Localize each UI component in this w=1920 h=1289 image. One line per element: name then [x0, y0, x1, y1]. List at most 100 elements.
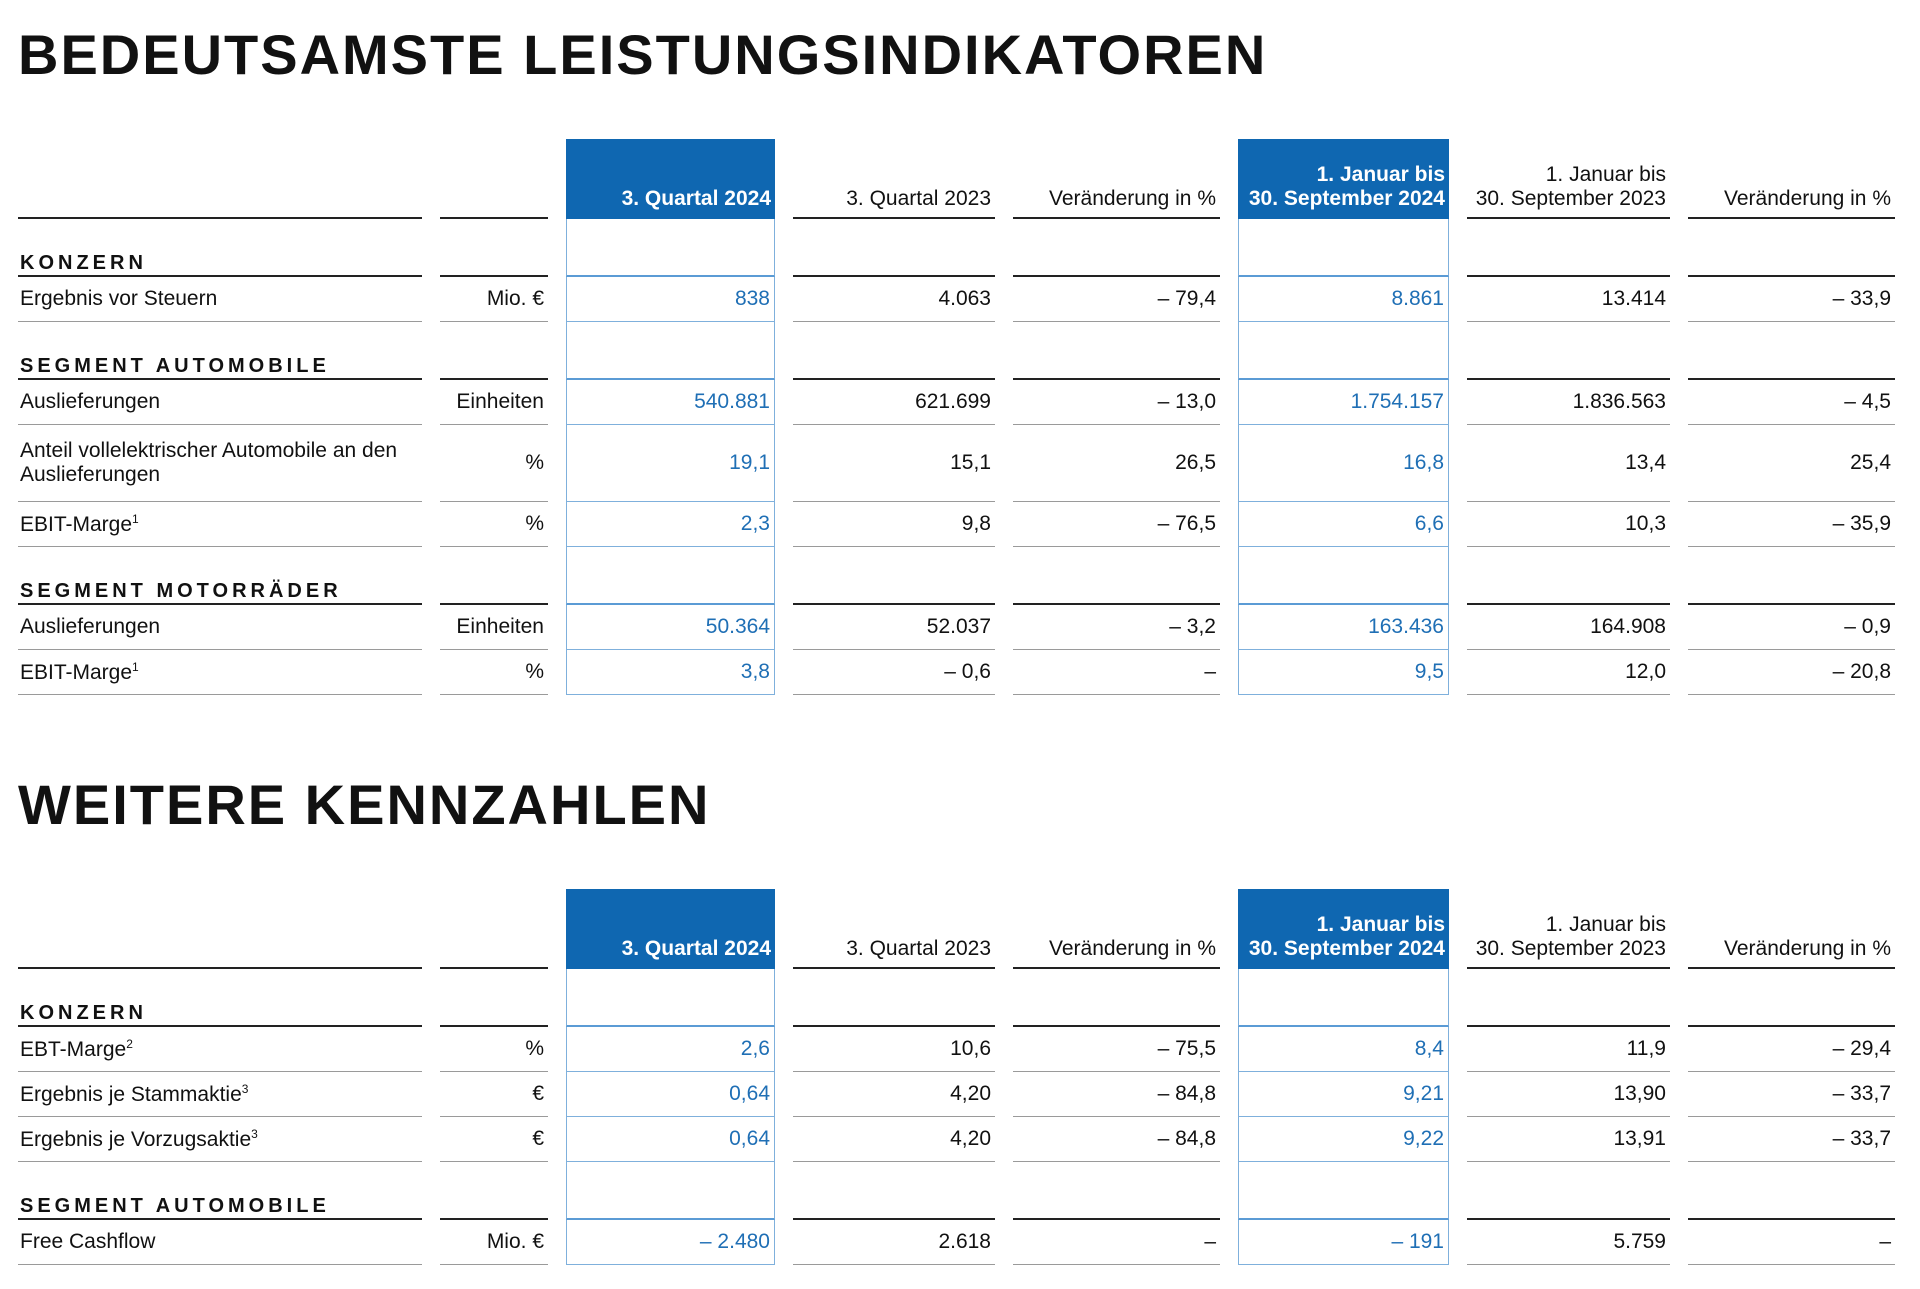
value: – 0,9: [1688, 605, 1895, 650]
cell: [1467, 1162, 1670, 1220]
value: 25,4: [1688, 425, 1895, 502]
group-header: SEGMENT MOTORRÄDER: [18, 547, 422, 605]
cell: [1013, 322, 1220, 380]
value: 9,5: [1238, 650, 1449, 695]
value: 52.037: [793, 605, 995, 650]
value: 0,64: [566, 1117, 775, 1162]
column-header: 3. Quartal 2024: [566, 139, 775, 219]
value: – 4,5: [1688, 380, 1895, 425]
value: – 13,0: [1013, 380, 1220, 425]
row-label: EBIT-Marge1: [18, 650, 422, 695]
cell: [566, 969, 775, 1027]
row-label: Free Cashflow: [18, 1220, 422, 1265]
column-header: 1. Januar bis 30. September 2023: [1467, 889, 1670, 969]
column-header: 1. Januar bis 30. September 2024: [1238, 139, 1449, 219]
unit: %: [440, 1027, 548, 1072]
cell: [440, 1162, 548, 1220]
label-line: Ergebnis vor Steuern: [20, 287, 218, 310]
value: 9,22: [1238, 1117, 1449, 1162]
value: 26,5: [1013, 425, 1220, 502]
cell: [1013, 969, 1220, 1027]
footnote: 3: [241, 1081, 249, 1096]
value: – 84,8: [1013, 1117, 1220, 1162]
value: 6,6: [1238, 502, 1449, 547]
value: 15,1: [793, 425, 995, 502]
value: 0,64: [566, 1072, 775, 1117]
group-title: KONZERN: [20, 1002, 147, 1024]
cell: [566, 219, 775, 277]
value: – 191: [1238, 1220, 1449, 1265]
cell: [566, 547, 775, 605]
cell: [1238, 969, 1449, 1027]
value: –: [1688, 1220, 1895, 1265]
cell: [1013, 219, 1220, 277]
column-header: 3. Quartal 2024: [566, 889, 775, 969]
label-line: Ergebnis je Vorzugsaktie3: [20, 1126, 258, 1151]
cell: [1467, 547, 1670, 605]
unit: %: [440, 502, 548, 547]
value: 12,0: [1467, 650, 1670, 695]
footnote: 1: [132, 511, 139, 526]
value: – 29,4: [1688, 1027, 1895, 1072]
value: 2.618: [793, 1220, 995, 1265]
value: – 33,7: [1688, 1117, 1895, 1162]
label-line: EBIT-Marge1: [20, 659, 139, 684]
unit: Mio. €: [440, 1220, 548, 1265]
column-header: 1. Januar bis 30. September 2024: [1238, 889, 1449, 969]
value: –: [1013, 1220, 1220, 1265]
table: 3. Quartal 2024 3. Quartal 2023 Veränderun…: [18, 889, 1895, 1265]
cell: [566, 1162, 775, 1220]
value: 1.836.563: [1467, 380, 1670, 425]
row-label: Anteil vollelektrischer Automobile an de…: [18, 425, 422, 502]
header-line: 3. Quartal 2023: [846, 937, 991, 960]
header-line: 3. Quartal 2023: [846, 187, 991, 210]
value: 11,9: [1467, 1027, 1670, 1072]
group-header: KONZERN: [18, 219, 422, 277]
column-header: Veränderung in %: [1688, 139, 1895, 219]
value: – 35,9: [1688, 502, 1895, 547]
unit: Einheiten: [440, 380, 548, 425]
header-cell: [440, 139, 548, 219]
column-header: Veränderung in %: [1688, 889, 1895, 969]
header-cell: [440, 889, 548, 969]
cell: [566, 322, 775, 380]
value: – 76,5: [1013, 502, 1220, 547]
footnote: 2: [126, 1036, 133, 1051]
header-line: Veränderung in %: [1049, 937, 1216, 960]
group-title: SEGMENT MOTORRÄDER: [20, 580, 342, 602]
value: – 33,7: [1688, 1072, 1895, 1117]
cell: [1238, 547, 1449, 605]
cell: [1013, 1162, 1220, 1220]
group-title: SEGMENT AUTOMOBILE: [20, 1195, 330, 1217]
row-label: Auslieferungen: [18, 380, 422, 425]
cell: [440, 219, 548, 277]
cell: [1688, 322, 1895, 380]
group-title: SEGMENT AUTOMOBILE: [20, 355, 330, 377]
value: – 20,8: [1688, 650, 1895, 695]
footnote: 1: [132, 659, 139, 674]
header-line: Veränderung in %: [1724, 187, 1891, 210]
section-title: BEDEUTSAMSTE LEISTUNGSINDIKATOREN: [18, 23, 1268, 86]
unit: Mio. €: [440, 277, 548, 322]
value: 3,8: [566, 650, 775, 695]
cell: [1467, 969, 1670, 1027]
value: – 2.480: [566, 1220, 775, 1265]
value: 540.881: [566, 380, 775, 425]
cell: [1238, 219, 1449, 277]
header-line: 1. Januar bis: [1316, 163, 1445, 186]
group-title: KONZERN: [20, 252, 147, 274]
cell: [793, 322, 995, 380]
value: 2,6: [566, 1027, 775, 1072]
cell: [440, 547, 548, 605]
label-line: Auslieferungen: [20, 390, 161, 413]
column-header: 1. Januar bis 30. September 2023: [1467, 139, 1670, 219]
cell: [793, 219, 995, 277]
value: 5.759: [1467, 1220, 1670, 1265]
row-label: EBT-Marge2: [18, 1027, 422, 1072]
label-line: Anteil vollelektrischer Automobile an de…: [20, 439, 398, 462]
cell: [1238, 322, 1449, 380]
cell: [440, 969, 548, 1027]
unit: %: [440, 425, 548, 502]
unit: %: [440, 650, 548, 695]
